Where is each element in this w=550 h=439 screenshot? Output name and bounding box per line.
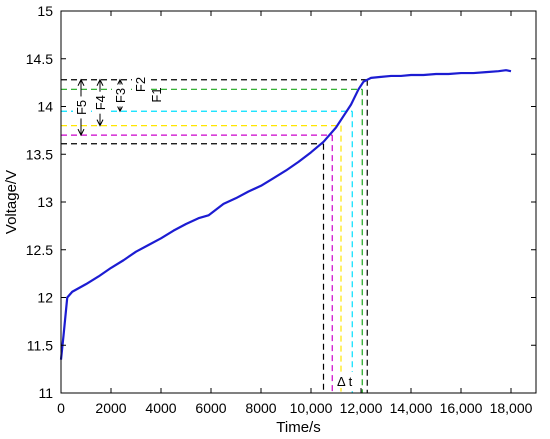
label-f1: F1: [149, 87, 164, 102]
x-tick-label: 10,000: [290, 400, 333, 416]
series-layer: [59, 69, 512, 360]
arrow-f4: F4: [92, 78, 108, 127]
x-tick-label: 6000: [195, 400, 226, 416]
y-tick-label: 14: [37, 99, 53, 115]
y-axis-label: Voltage/V: [3, 170, 20, 234]
x-tick-label: 12,000: [340, 400, 383, 416]
x-tick-label: 4000: [145, 400, 176, 416]
x-tick-label: 2000: [95, 400, 126, 416]
y-tick-label: 14.5: [26, 51, 53, 67]
label-f3: F3: [113, 88, 128, 103]
arrow-f5: F5: [73, 78, 89, 137]
x-tick-label: 14,000: [390, 400, 433, 416]
x-tick-label: 0: [57, 400, 65, 416]
delta-t-label: Δ t: [337, 374, 353, 389]
y-tick-label: 15: [37, 3, 53, 19]
y-tick-label: 11: [38, 385, 53, 401]
label-f2: F2: [133, 77, 148, 92]
x-tick-label: 8000: [245, 400, 276, 416]
x-tick-label: 16,000: [440, 400, 483, 416]
arrow-f2: F2: [132, 73, 148, 96]
reference-lines-layer: [61, 79, 368, 393]
label-f5: F5: [74, 100, 89, 115]
series-line-1: [59, 69, 512, 360]
plot-frame: [60, 10, 537, 394]
y-tick-label: 12.5: [26, 242, 53, 258]
arrow-f3: F3: [112, 78, 128, 113]
y-tick-label: 13: [37, 194, 53, 210]
y-tick-label: 11.5: [27, 337, 53, 353]
y-tick-label: 13.5: [26, 146, 53, 162]
x-axis-label: Time/s: [276, 419, 320, 436]
x-tick-label: 18,000: [490, 400, 533, 416]
delta-t-bg: [334, 372, 357, 388]
y-tick-label: 12: [37, 290, 53, 306]
label-f4: F4: [93, 95, 108, 110]
axes-layer: 0 2000 4000 6000 8000 10,000 12,000 14,000 16,00…: [3, 3, 537, 436]
